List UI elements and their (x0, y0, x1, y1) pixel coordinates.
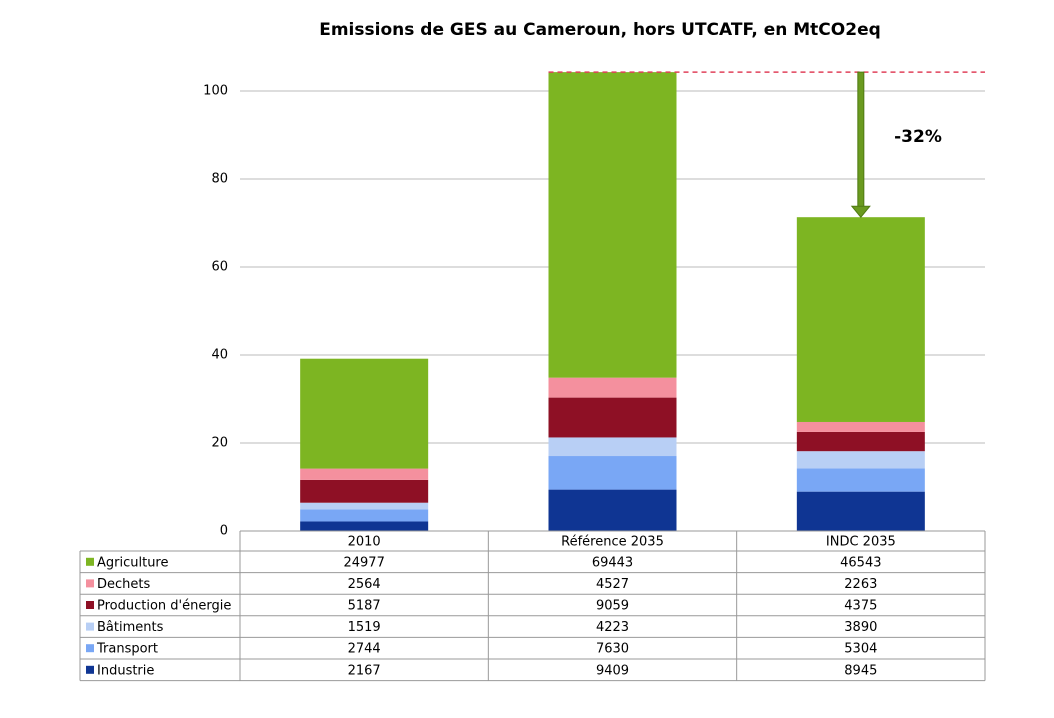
y-tick-label: 60 (211, 260, 228, 275)
bar-segment (548, 377, 677, 398)
bar-segment (300, 358, 429, 469)
bar-segment (300, 502, 429, 510)
legend-swatch (86, 579, 94, 588)
legend-label: Bâtiments (97, 620, 164, 635)
legend-label: Production d'énergie (97, 599, 231, 614)
table-value: 2263 (844, 577, 877, 592)
legend-swatch (86, 557, 94, 566)
legend-label: Dechets (97, 577, 150, 592)
table-value: 69443 (592, 555, 633, 570)
bar-segment (300, 468, 429, 480)
legend-swatch (86, 644, 94, 653)
bar-segment (300, 509, 429, 522)
legend-swatch (86, 665, 94, 674)
chart-title: Emissions de GES au Cameroun, hors UTCAT… (319, 20, 881, 40)
bar-segment (300, 479, 429, 503)
table-value: 24977 (343, 555, 384, 570)
bar-segment (300, 521, 429, 531)
bar-segment (796, 421, 925, 432)
bar-segment (548, 437, 677, 457)
bar-segment (548, 489, 677, 531)
table-value: 4527 (596, 577, 629, 592)
table-value: 9409 (596, 663, 629, 678)
table-value: 2744 (348, 642, 381, 657)
table-value: 9059 (596, 599, 629, 614)
bar-segment (548, 397, 677, 438)
bar-segment (796, 431, 925, 452)
table-value: 7630 (596, 642, 629, 657)
table-value: 8945 (844, 663, 877, 678)
y-tick-label: 40 (211, 348, 228, 363)
y-tick-label: 0 (220, 524, 228, 539)
legend-swatch (86, 601, 94, 609)
arrow-head (850, 205, 871, 218)
table-value: 5187 (348, 599, 381, 614)
table-header: Référence 2035 (561, 535, 664, 550)
bar-segment (548, 456, 677, 490)
annotation: -32% (894, 127, 942, 147)
table-value: 2167 (348, 663, 381, 678)
table-value: 46543 (840, 555, 881, 570)
table-value: 4223 (596, 620, 629, 635)
y-tick-label: 20 (211, 436, 228, 451)
legend-swatch (86, 622, 94, 631)
arrow-shaft (857, 71, 865, 208)
table-value: 1519 (348, 620, 381, 635)
legend-label: Industrie (97, 663, 154, 678)
legend-label: Transport (96, 642, 158, 657)
legend-label: Agriculture (97, 555, 169, 570)
bar-segment (796, 451, 925, 469)
bar-segment (796, 217, 925, 422)
y-tick-label: 100 (203, 84, 228, 99)
y-tick-label: 80 (211, 172, 228, 187)
table-value: 2564 (348, 577, 381, 592)
bar-segment (796, 491, 925, 531)
table-value: 5304 (844, 642, 877, 657)
bar-segment (796, 468, 925, 492)
table-value: 3890 (844, 620, 877, 635)
table-header: 2010 (348, 535, 381, 550)
table-header: INDC 2035 (826, 535, 896, 550)
table-value: 4375 (844, 599, 877, 614)
bar-segment (548, 72, 677, 378)
